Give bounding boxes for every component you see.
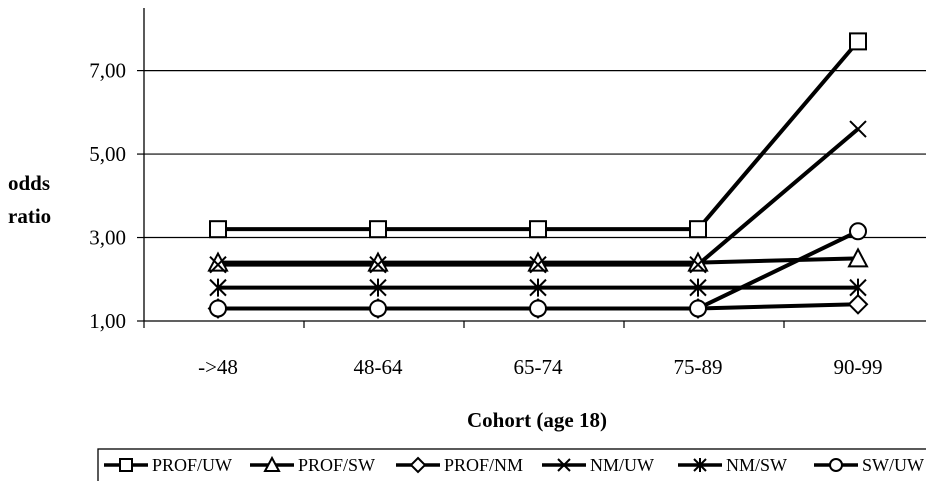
marker-diamond bbox=[409, 456, 427, 474]
legend: PROF/UW PROF/SW PROF/NM NM/UW NM/SW SW/UW bbox=[97, 448, 926, 481]
x-tick-label: ->48 bbox=[198, 355, 238, 379]
marker-circle bbox=[849, 222, 867, 241]
legend-item-prof-sw: PROF/SW bbox=[250, 455, 375, 475]
legend-box bbox=[97, 448, 926, 481]
marker-asterisk bbox=[529, 278, 547, 297]
y-tick-labels: 1,00 3,00 5,00 7,00 bbox=[89, 59, 126, 333]
series-markers-prof-uw bbox=[209, 32, 867, 239]
y-tick-label: 1,00 bbox=[89, 309, 126, 333]
legend-label: PROF/SW bbox=[298, 455, 375, 475]
series-line-nm-uw bbox=[218, 127, 860, 267]
marker-square bbox=[529, 220, 547, 239]
legend-item-sw-uw: SW/UW bbox=[814, 455, 924, 475]
legend-item-nm-uw: NM/UW bbox=[542, 455, 654, 475]
marker-square bbox=[849, 32, 867, 51]
legend-label: PROF/UW bbox=[152, 455, 232, 475]
x-axis-label: Cohort (age 18) bbox=[467, 408, 607, 432]
marker-square bbox=[209, 220, 227, 239]
marker-triangle bbox=[367, 251, 389, 272]
marker-diamond bbox=[847, 293, 869, 315]
marker-asterisk bbox=[849, 278, 867, 297]
x-tick-label: 48-64 bbox=[354, 355, 403, 379]
series-layer bbox=[207, 32, 869, 319]
series-markers-nm-sw bbox=[209, 278, 867, 297]
marker-x bbox=[557, 458, 571, 472]
y-axis-label-line2: ratio bbox=[8, 204, 51, 228]
marker-circle bbox=[369, 299, 387, 318]
marker-x bbox=[849, 120, 867, 138]
y-tick-label: 7,00 bbox=[89, 59, 126, 83]
legend-item-prof-uw: PROF/UW bbox=[104, 455, 232, 475]
axes bbox=[137, 8, 926, 328]
series-markers-prof-sw bbox=[207, 247, 869, 272]
series-markers-nm-uw bbox=[209, 120, 867, 274]
marker-x bbox=[369, 255, 387, 274]
x-tick-labels: ->48 48-64 65-74 75-89 90-99 bbox=[198, 355, 882, 379]
y-tick-label: 3,00 bbox=[89, 226, 126, 250]
y-axis-label-line1: odds bbox=[8, 171, 50, 195]
marker-asterisk bbox=[693, 458, 707, 472]
marker-circle bbox=[529, 299, 547, 318]
marker-square bbox=[369, 220, 387, 239]
marker-asterisk bbox=[369, 278, 387, 297]
legend-label: SW/UW bbox=[862, 455, 924, 475]
marker-circle bbox=[689, 299, 707, 318]
marker-square bbox=[119, 458, 133, 472]
series-prof-uw bbox=[218, 40, 860, 232]
marker-x bbox=[529, 255, 547, 274]
marker-x bbox=[209, 255, 227, 274]
marker-triangle bbox=[527, 251, 549, 272]
marker-asterisk bbox=[209, 278, 227, 297]
series-markers-sw-uw bbox=[209, 222, 867, 318]
x-tick-label: 75-89 bbox=[674, 355, 723, 379]
marker-triangle bbox=[847, 247, 869, 268]
legend-label: NM/SW bbox=[726, 455, 787, 475]
marker-triangle bbox=[263, 455, 281, 472]
marker-x bbox=[689, 255, 707, 274]
marker-circle bbox=[829, 458, 843, 472]
legend-item-prof-nm: PROF/NM bbox=[396, 455, 523, 475]
x-tick-label: 90-99 bbox=[834, 355, 883, 379]
marker-triangle bbox=[687, 251, 709, 272]
marker-triangle bbox=[207, 251, 229, 272]
legend-label: PROF/NM bbox=[444, 455, 523, 475]
gridlines bbox=[144, 69, 926, 239]
series-nm-uw bbox=[218, 127, 860, 267]
series-line-prof-uw bbox=[218, 40, 860, 232]
x-tick-label: 65-74 bbox=[514, 355, 563, 379]
marker-circle bbox=[209, 299, 227, 318]
legend-label: NM/UW bbox=[590, 455, 654, 475]
y-tick-label: 5,00 bbox=[89, 142, 126, 166]
marker-square bbox=[689, 220, 707, 239]
legend-item-nm-sw: NM/SW bbox=[678, 455, 787, 475]
marker-asterisk bbox=[689, 278, 707, 297]
